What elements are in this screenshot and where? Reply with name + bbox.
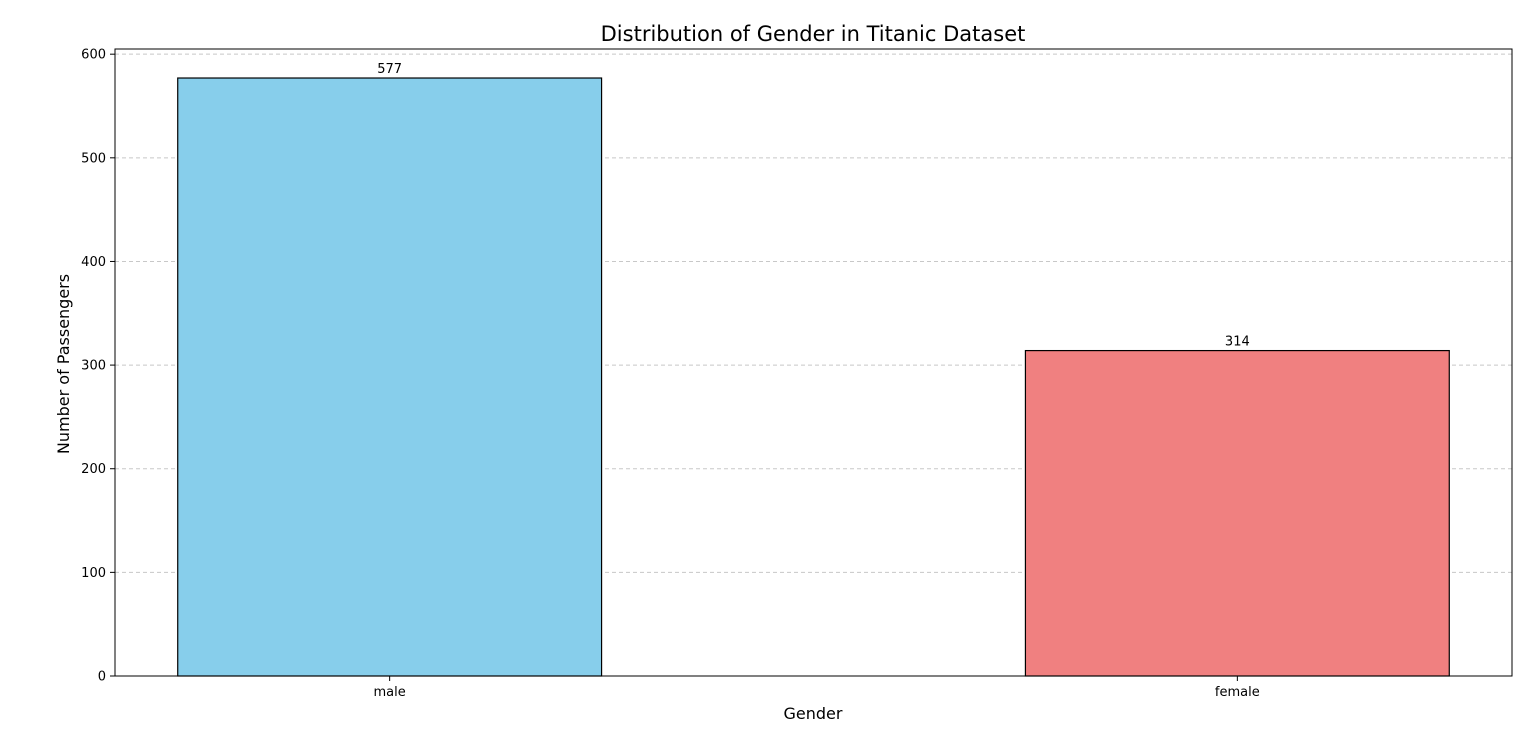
y-tick-label: 200 [81,462,106,477]
bar-value-label: 314 [1225,335,1250,350]
y-axis-title: Number of Passengers [54,274,73,454]
plot-frame [114,48,1513,677]
bar-female [1024,349,1450,677]
bar-male [177,77,603,677]
bars [177,77,1450,677]
bar-value-label: 577 [377,62,402,77]
y-tick-label: 500 [81,151,106,166]
x-tick-label: male [374,685,406,700]
y-tick-label: 0 [98,670,106,685]
y-tick-label: 300 [81,359,106,374]
x-axis-title: Gender [784,704,843,723]
chart-title: Distribution of Gender in Titanic Datase… [601,22,1026,46]
x-tick-label: female [1215,685,1260,700]
bar-value-labels: 577 314 [377,62,1250,350]
y-axis-ticks: 0 100 200 300 400 500 600 [81,48,115,685]
y-tick-label: 600 [81,48,106,63]
x-axis-ticks: male female [374,676,1260,700]
y-tick-label: 400 [81,255,106,270]
y-tick-label: 100 [81,566,106,581]
